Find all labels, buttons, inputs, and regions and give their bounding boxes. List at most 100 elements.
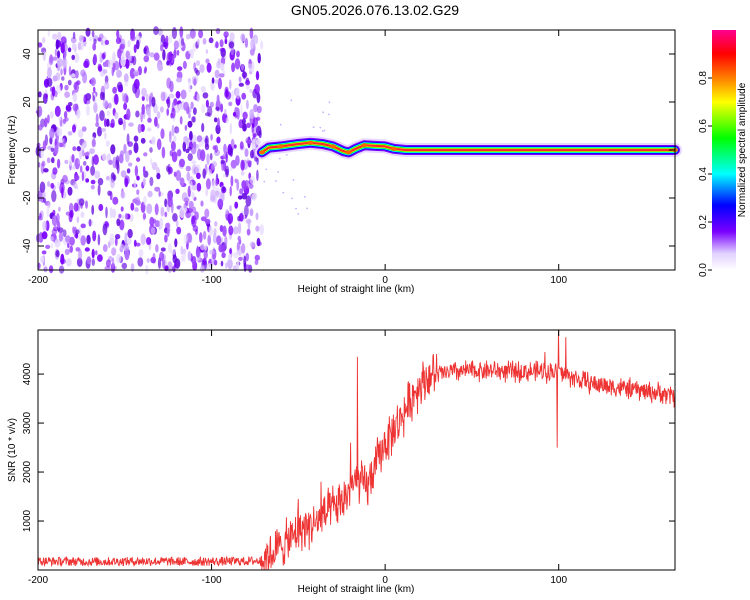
noise-blob	[211, 163, 215, 171]
noise-blob	[229, 122, 232, 135]
noise-blob	[154, 186, 161, 192]
noise-blob	[112, 86, 117, 94]
noise-blob	[239, 188, 244, 195]
noise-blob	[118, 213, 122, 219]
noise-blob	[42, 140, 47, 151]
y-tick-label: 0	[22, 147, 33, 153]
snr-panel: -200 -100 0 100 1000 2000 3000 4000 Height of …	[7, 329, 676, 595]
noise-blob	[41, 231, 48, 240]
noise-blob	[224, 108, 227, 115]
noise-blob	[239, 141, 244, 150]
noise-blob	[124, 249, 130, 261]
noise-blob	[112, 60, 116, 73]
noise-blob	[229, 167, 233, 172]
noise-blob	[92, 95, 95, 102]
noise-blob	[95, 250, 98, 256]
noise-blob	[236, 179, 240, 191]
noise-blob	[257, 52, 261, 64]
noise-blob	[253, 36, 258, 45]
noise-blob	[120, 56, 126, 67]
noise-blob	[111, 208, 117, 219]
noise-blob	[252, 133, 257, 138]
noise-speck	[323, 129, 326, 132]
noise-blob	[255, 225, 260, 232]
noise-blob	[204, 138, 208, 144]
noise-blob	[176, 77, 182, 83]
colorbar-tick-label: 0.6	[698, 119, 709, 133]
noise-blob	[52, 56, 58, 61]
noise-blob	[205, 112, 211, 117]
noise-blob	[99, 91, 104, 101]
noise-blob	[114, 111, 119, 119]
noise-speck	[306, 207, 308, 210]
noise-blob	[185, 165, 191, 172]
noise-speck	[282, 191, 285, 194]
snr-x-label: Height of straight line (km)	[298, 584, 415, 595]
noise-blob	[150, 158, 153, 166]
noise-blob	[105, 140, 110, 147]
noise-blob	[241, 243, 246, 254]
noise-blob	[132, 55, 137, 66]
noise-blob	[219, 47, 226, 53]
noise-blob	[81, 126, 87, 132]
noise-blob	[164, 211, 168, 218]
noise-blob	[203, 244, 208, 251]
noise-blob	[140, 124, 145, 132]
noise-blob	[79, 165, 83, 173]
noise-blob	[225, 91, 232, 100]
noise-blob	[47, 67, 52, 79]
noise-blob	[71, 54, 75, 61]
noise-blob	[255, 212, 259, 221]
noise-speck	[297, 213, 300, 215]
noise-blob	[149, 216, 155, 227]
noise-blob	[207, 234, 211, 246]
noise-blob	[78, 249, 83, 261]
noise-blob	[195, 69, 200, 76]
noise-blob	[140, 233, 146, 245]
noise-blob	[222, 186, 226, 192]
noise-blob	[40, 147, 44, 159]
noise-blob	[256, 116, 261, 121]
noise-blob	[193, 78, 197, 86]
noise-speck	[312, 126, 315, 129]
noise-blob	[149, 52, 155, 58]
noise-blob	[97, 254, 103, 262]
noise-blob	[47, 181, 51, 187]
noise-blob	[104, 81, 110, 90]
noise-blob	[220, 159, 225, 165]
noise-speck	[327, 113, 330, 116]
noise-blob	[142, 212, 146, 220]
noise-blob	[67, 102, 73, 107]
noise-blob	[62, 174, 68, 183]
noise-blob	[93, 102, 98, 114]
noise-blob	[58, 116, 61, 121]
noise-blob	[81, 150, 85, 157]
noise-blob	[241, 192, 248, 200]
noise-blob	[135, 242, 141, 247]
y-tick-label: 3000	[22, 412, 33, 435]
noise-blob	[61, 76, 65, 81]
noise-blob	[76, 80, 81, 86]
noise-blob	[197, 38, 200, 46]
noise-blob	[149, 147, 153, 153]
noise-blob	[244, 204, 249, 217]
y-tick-label: -40	[22, 238, 33, 253]
signal-node	[258, 150, 265, 155]
noise-blob	[198, 140, 204, 147]
noise-speck	[277, 171, 280, 173]
noise-blob	[42, 37, 46, 44]
noise-blob	[167, 195, 173, 208]
noise-blob	[108, 159, 113, 165]
noise-blob	[246, 139, 252, 144]
noise-blob	[112, 196, 119, 205]
noise-blob	[134, 207, 139, 212]
noise-blob	[97, 234, 101, 246]
noise-blob	[125, 50, 130, 60]
noise-blob	[249, 108, 255, 119]
noise-blob	[133, 44, 137, 54]
x-tick-label: 0	[382, 575, 388, 586]
x-tick-label: 0	[382, 275, 388, 286]
noise-blob	[217, 198, 224, 209]
noise-blob	[70, 36, 77, 44]
noise-blob	[176, 49, 180, 56]
